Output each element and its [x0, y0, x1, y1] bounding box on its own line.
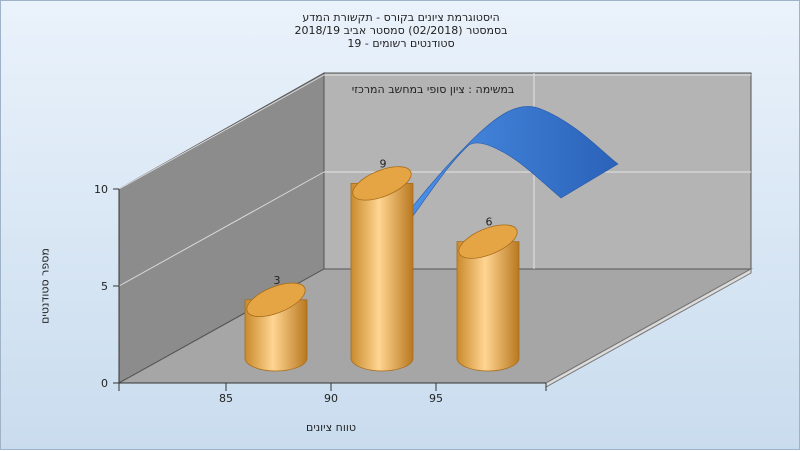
x-tick-label-85: 85: [219, 392, 233, 405]
data-label-85: 3: [274, 274, 281, 287]
title-line-1: היסטוגרמת ציונים בקורס - תקשורת המדע: [302, 11, 500, 24]
x-tick-label-90: 90: [324, 392, 338, 405]
chart-title: היסטוגרמת ציונים בקורס - תקשורת המדע בסמ…: [1, 11, 800, 50]
bar-body-90: [350, 183, 414, 372]
bar-90: 9: [350, 157, 414, 372]
y-axis-title: מספר סטודנטים: [38, 248, 52, 324]
y-tick-label-5: 5: [101, 280, 108, 293]
data-label-90: 9: [380, 157, 387, 170]
bar-85: 3: [244, 274, 308, 372]
gridline-side-10: [118, 74, 325, 190]
distribution-curve: [412, 106, 619, 217]
title-line-2: בסמסטר (02/2018) סמסטר אביב 2018/19: [294, 24, 508, 37]
distribution-curve-layer: [412, 106, 619, 217]
x-tick-label-95: 95: [429, 392, 443, 405]
x-axis-title: טווח ציונים: [306, 421, 356, 434]
data-label-95: 6: [486, 216, 493, 229]
axes: 0 5 10 85 90 95: [94, 183, 547, 405]
bar-top-90: [352, 166, 412, 201]
bar-95: 6: [456, 216, 520, 372]
gridline-side-5: [118, 171, 325, 287]
bar-top-85: [246, 282, 306, 317]
y-tick-label-10: 10: [94, 183, 108, 196]
bars: 3 9 6: [244, 157, 520, 372]
title-line-3: סטודנטים רשומים - 19: [347, 37, 455, 50]
wall-caption: במשימה : ציון סופי במחשב המרכזי: [351, 83, 515, 96]
bar-top-95: [458, 224, 518, 259]
grid: [118, 73, 751, 287]
y-tick-label-0: 0: [101, 377, 108, 390]
bar-body-85: [244, 299, 308, 372]
bar-body-95: [456, 241, 520, 372]
